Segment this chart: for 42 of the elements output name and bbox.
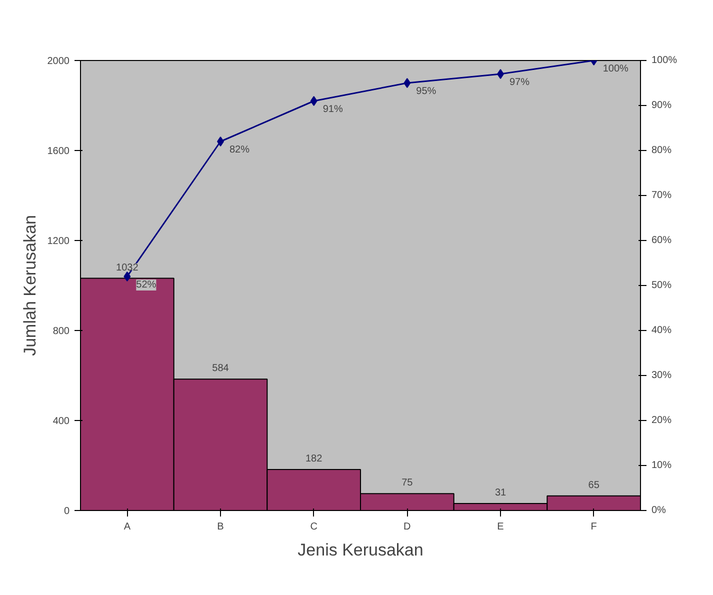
y-axis-title: Jumlah Kerusakan xyxy=(20,215,40,356)
y2-tick-label: 40% xyxy=(652,325,672,336)
y2-tick-label: 0% xyxy=(652,505,666,516)
y2-tick-label: 60% xyxy=(652,235,672,246)
point xyxy=(497,69,504,79)
y2-tick-label: 10% xyxy=(652,460,672,471)
y2-tick-label: 20% xyxy=(652,415,672,426)
data-label: 97% xyxy=(510,77,530,88)
y-tick-label: 1200 xyxy=(47,236,70,247)
point xyxy=(404,78,411,88)
data-label: 75 xyxy=(402,478,414,489)
x-tick-label: F xyxy=(590,522,597,532)
x-tick-label: D xyxy=(404,522,411,532)
y-tick-label: 2000 xyxy=(47,56,70,67)
data-label: 584 xyxy=(212,363,230,374)
y2-tick-label: 80% xyxy=(652,145,672,156)
point xyxy=(310,96,318,106)
data-label: 65 xyxy=(588,480,600,491)
y-tick-label: 0 xyxy=(64,506,70,517)
y-tick-label: 800 xyxy=(52,326,70,337)
data-label: 100% xyxy=(602,64,629,74)
data-label: 1032 xyxy=(116,262,139,274)
point xyxy=(217,136,224,146)
y2-tick-label: 90% xyxy=(652,100,672,111)
x-tick-label: A xyxy=(124,522,131,532)
data-label: 31 xyxy=(494,488,506,499)
y2-tick-label: 70% xyxy=(652,190,672,201)
data-label: 82% xyxy=(230,144,250,156)
x-axis-title: Jenis Kerusakan xyxy=(298,540,424,560)
data-label: 182 xyxy=(305,454,323,465)
y-tick-label: 1600 xyxy=(47,146,70,157)
x-tick-label: B xyxy=(217,522,224,532)
data-label: 52% xyxy=(136,280,156,290)
x-tick-label: C xyxy=(310,522,318,532)
data-label: 91% xyxy=(322,104,343,115)
y2-tick-label: 100% xyxy=(652,55,678,66)
data-label: 95% xyxy=(416,86,436,97)
y-tick-label: 400 xyxy=(52,416,70,427)
y2-tick-label: 50% xyxy=(652,280,672,291)
y2-tick-label: 30% xyxy=(652,370,672,381)
x-tick-label: E xyxy=(497,522,504,532)
point xyxy=(124,272,131,282)
